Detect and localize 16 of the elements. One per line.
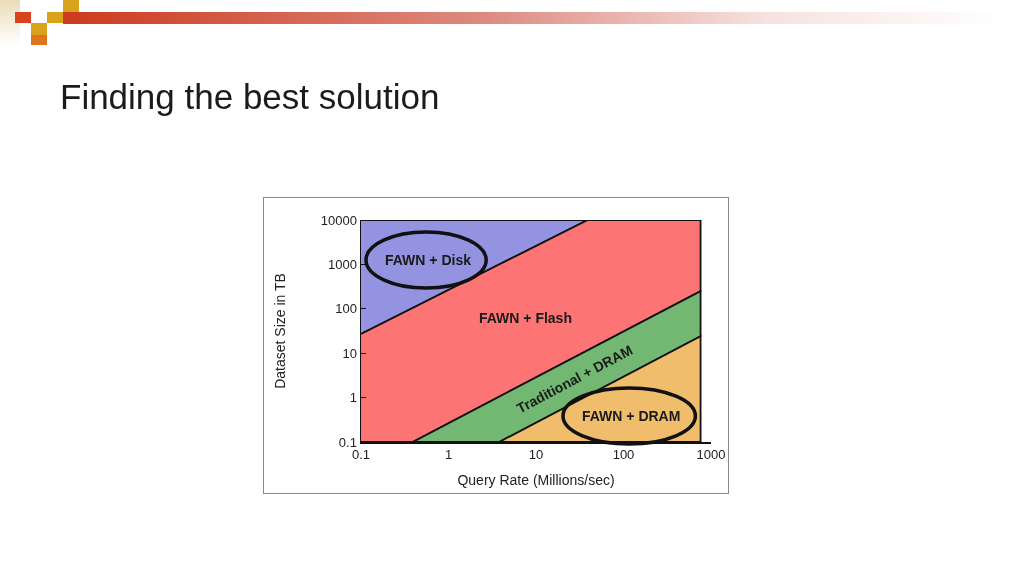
- y-tick-label: 0.1: [338, 434, 357, 450]
- chart-title: Finding the best solution: [60, 77, 440, 117]
- y-tick-label: 10000: [320, 212, 357, 228]
- annotation: FAWN + Flash: [479, 310, 572, 326]
- y-tick-label: 100: [335, 301, 357, 317]
- x-tick-label: 1000: [696, 447, 726, 463]
- x-tick-label: 10: [528, 447, 544, 463]
- x-tick-label: 1: [444, 447, 453, 463]
- y-tick-label: 1000: [327, 256, 357, 272]
- x-axis-title: Query Rate (Millions/sec): [457, 472, 615, 489]
- y-axis-title: Dataset Size in TB: [271, 273, 288, 389]
- y-tick-label: 10: [342, 345, 357, 361]
- annotation: FAWN + Disk: [385, 252, 472, 268]
- y-tick-label: 1: [349, 390, 357, 406]
- x-tick-label: 100: [612, 447, 635, 463]
- annotation: FAWN + DRAM: [582, 408, 681, 424]
